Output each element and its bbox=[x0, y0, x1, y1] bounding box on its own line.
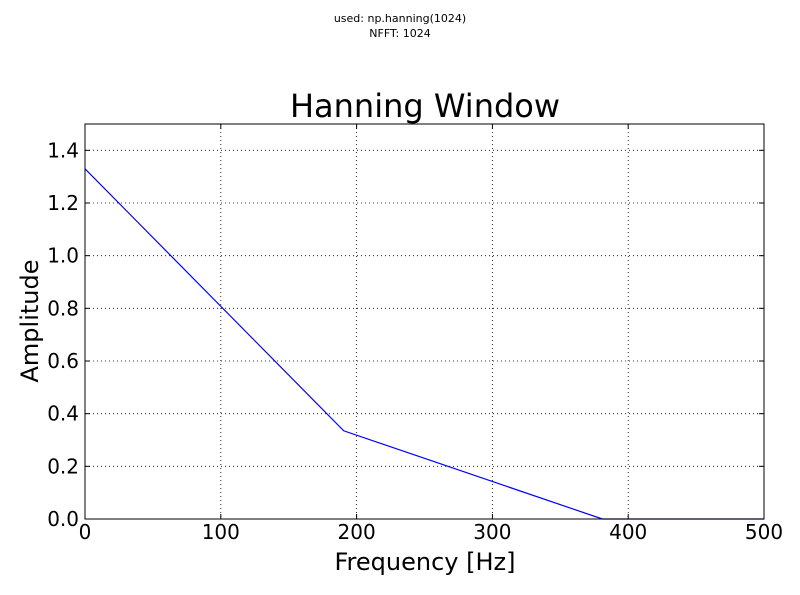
x-tick-label: 500 bbox=[745, 520, 783, 544]
y-tick-label: 0.0 bbox=[47, 507, 79, 531]
x-tick-label: 200 bbox=[338, 520, 376, 544]
y-tick-labels: 0.0 0.2 0.4 0.6 0.8 1.0 1.2 1.4 bbox=[47, 138, 79, 531]
y-tick-label: 0.2 bbox=[47, 454, 79, 478]
y-tick-label: 1.0 bbox=[47, 244, 79, 268]
x-axis-label: Frequency [Hz] bbox=[335, 548, 516, 576]
x-tick-label: 100 bbox=[202, 520, 240, 544]
y-tick-label: 1.2 bbox=[47, 191, 79, 215]
x-tick-label: 0 bbox=[79, 520, 92, 544]
x-tick-labels: 0 100 200 300 400 500 bbox=[79, 520, 783, 544]
x-tick-label: 400 bbox=[609, 520, 647, 544]
y-tick-label: 1.4 bbox=[47, 138, 79, 162]
tick-marks bbox=[84, 124, 765, 520]
y-tick-label: 0.6 bbox=[47, 349, 79, 373]
plot-frame bbox=[84, 123, 765, 520]
y-tick-label: 0.4 bbox=[47, 402, 79, 426]
x-tick-label: 300 bbox=[473, 520, 511, 544]
suptitle-line-1: used: np.hanning(1024) bbox=[334, 12, 466, 25]
suptitle-line-2: NFFT: 1024 bbox=[369, 27, 430, 40]
chart-title: Hanning Window bbox=[290, 87, 560, 125]
y-tick-label: 0.8 bbox=[47, 296, 79, 320]
y-axis-label: Amplitude bbox=[16, 260, 44, 383]
